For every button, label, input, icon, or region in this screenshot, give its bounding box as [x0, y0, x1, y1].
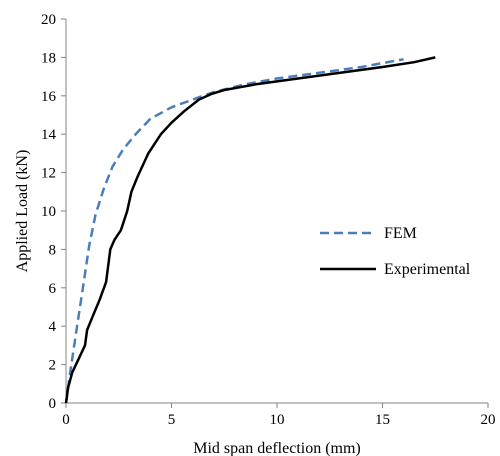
axes	[61, 18, 489, 408]
y-tick-label: 20	[41, 12, 56, 28]
y-tick-label: 18	[41, 50, 56, 66]
y-tick-label: 16	[41, 89, 57, 105]
x-tick-label: 20	[481, 412, 496, 428]
legend-label-fem: FEM	[384, 225, 417, 242]
y-tick-label: 6	[49, 281, 57, 297]
series-line-experimental	[64, 56, 436, 404]
y-tick-label: 12	[41, 166, 56, 182]
y-tick-label: 4	[49, 319, 57, 335]
y-tick-label: 2	[49, 358, 57, 374]
x-tick-label: 5	[168, 412, 176, 428]
y-tick-label: 0	[49, 396, 57, 412]
series-lines	[64, 56, 436, 404]
y-tick-label: 10	[41, 204, 56, 220]
tick-labels: 0 2 4 6 8 10 12 14 16 18 20 0 5 10 15 20	[41, 12, 496, 428]
y-tick-label: 8	[49, 242, 57, 258]
legend: FEM Experimental	[320, 225, 471, 278]
x-tick-label: 0	[62, 412, 70, 428]
x-tick-label: 10	[270, 412, 285, 428]
x-axis-label: Mid span deflection (mm)	[193, 440, 361, 456]
y-axis-label: Applied Load (kN)	[14, 150, 31, 273]
x-tick-label: 15	[375, 412, 390, 428]
legend-label-experimental: Experimental	[384, 261, 471, 278]
series-line-fem	[64, 58, 404, 404]
y-tick-label: 14	[41, 127, 57, 143]
